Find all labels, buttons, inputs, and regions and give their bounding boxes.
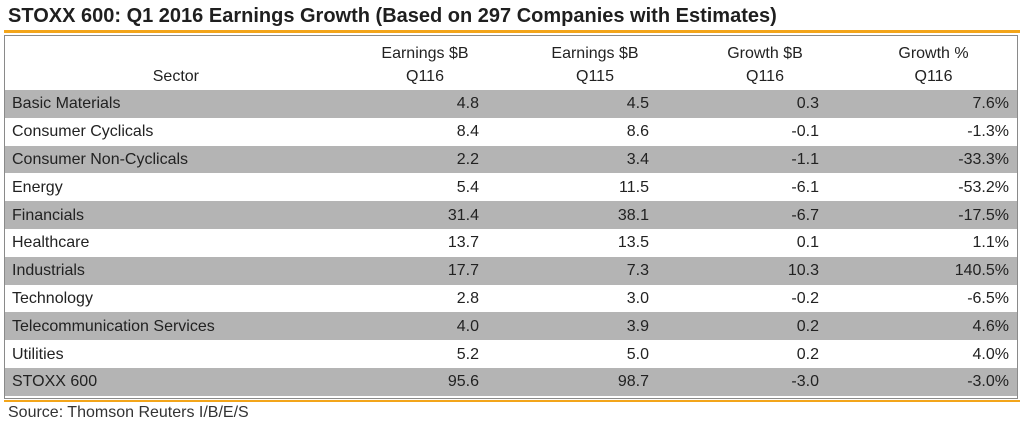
growth-percent-cell: 4.6% (850, 312, 1017, 341)
table-row: Technology 2.8 3.0 -0.2 -6.5% (5, 285, 1017, 313)
total-sector-cell: STOXX 600 (5, 367, 340, 396)
growth-percent-cell: -53.2% (958, 178, 1009, 196)
column-header-line2: Q116 (914, 68, 953, 85)
total-row: STOXX 600 95.6 98.7 -3.0 -3.0% (5, 367, 1017, 396)
column-header-line2: Q115 (576, 68, 614, 85)
earnings-q116-cell: 8.4 (456, 123, 479, 141)
sector-cell: Financials (5, 201, 340, 229)
column-header-line1: Growth % (898, 45, 969, 62)
earnings-q115-cell: 38.1 (510, 201, 680, 229)
growth-dollars-cell: 0.3 (680, 90, 850, 118)
total-earnings-q116-cell: 95.6 (340, 367, 510, 396)
table-row: Consumer Cyclicals 8.4 8.6 -0.1 -1.3% (5, 118, 1017, 146)
column-header-line1: Earnings $B (381, 45, 469, 62)
table-row: Healthcare 13.7 13.5 0.1 1.1% (5, 229, 1017, 257)
growth-dollars-cell: 10.3 (680, 256, 850, 285)
earnings-q115-cell: 5.0 (626, 345, 649, 363)
table-row: Energy 5.4 11.5 -6.1 -53.2% (5, 173, 1017, 201)
table-row: Financials 31.4 38.1 -6.7 -17.5% (5, 201, 1017, 229)
column-header-growth-percent: Growth % Q116 (850, 36, 1017, 90)
sector-cell: Basic Materials (5, 90, 340, 118)
column-header-earnings-q116: Earnings $B Q116 (340, 36, 510, 90)
growth-percent-cell: 4.0% (972, 345, 1009, 363)
source-note: Source: Thomson Reuters I/B/E/S (8, 404, 249, 421)
earnings-q116-cell: 4.0 (340, 312, 510, 341)
earnings-q115-cell: 7.3 (510, 256, 680, 285)
column-header-line2: Q116 (746, 68, 784, 85)
sector-cell: Energy (12, 178, 63, 196)
growth-dollars-cell: 0.2 (680, 312, 850, 341)
earnings-q116-cell: 2.8 (456, 289, 479, 307)
table-header-row: Sector Earnings $B Q116 Earnings $B Q115… (5, 36, 1017, 90)
earnings-q116-cell: 17.7 (340, 256, 510, 285)
earnings-q116-cell: 2.2 (340, 145, 510, 174)
table-body: Basic Materials 4.8 4.5 0.3 7.6% Consumer Cyc… (5, 90, 1017, 396)
sector-cell: Healthcare (12, 234, 90, 252)
growth-dollars-cell: -1.1 (680, 145, 850, 174)
column-header-earnings-q115: Earnings $B Q115 (510, 36, 680, 90)
source-rule (4, 400, 1020, 402)
earnings-q116-cell: 5.4 (456, 178, 479, 196)
total-earnings-q115-cell: 98.7 (510, 367, 680, 396)
column-header-line2: Q116 (406, 68, 444, 85)
earnings-q115-cell: 13.5 (617, 234, 649, 252)
total-growth-percent-cell: -3.0% (850, 367, 1017, 396)
earnings-q115-cell: 3.4 (510, 145, 680, 174)
earnings-q116-cell: 4.8 (340, 90, 510, 118)
earnings-q115-cell: 4.5 (510, 90, 680, 118)
growth-dollars-cell: -0.1 (791, 123, 819, 141)
earnings-q115-cell: 3.0 (626, 289, 649, 307)
column-header-line2: Sector (152, 68, 199, 85)
earnings-q116-cell: 13.7 (447, 234, 479, 252)
growth-percent-cell: -33.3% (850, 145, 1017, 174)
earnings-q116-cell: 31.4 (340, 201, 510, 229)
earnings-q115-cell: 11.5 (619, 178, 649, 196)
growth-percent-cell: 7.6% (850, 90, 1017, 118)
title-underline (4, 30, 1020, 33)
column-header-growth-dollars: Growth $B Q116 (680, 36, 850, 90)
table-row: Basic Materials 4.8 4.5 0.3 7.6% (5, 90, 1017, 118)
earnings-table-frame: Sector Earnings $B Q116 Earnings $B Q115… (4, 35, 1018, 399)
growth-dollars-cell: -6.1 (791, 178, 819, 196)
table-row: Utilities 5.2 5.0 0.2 4.0% (5, 340, 1017, 368)
growth-percent-cell: 140.5% (850, 256, 1017, 285)
column-header-line1: Earnings $B (551, 45, 639, 62)
table-row: Industrials 17.7 7.3 10.3 140.5% (5, 256, 1017, 285)
earnings-table: Sector Earnings $B Q116 Earnings $B Q115… (5, 36, 1017, 396)
growth-percent-cell: -17.5% (850, 201, 1017, 229)
growth-percent-cell: -6.5% (967, 289, 1009, 307)
sector-cell: Telecommunication Services (5, 312, 340, 341)
total-growth-dollars-cell: -3.0 (680, 367, 850, 396)
column-header-line1: Growth $B (727, 45, 803, 62)
growth-dollars-cell: -6.7 (680, 201, 850, 229)
sector-cell: Consumer Cyclicals (12, 123, 154, 141)
earnings-q115-cell: 3.9 (510, 312, 680, 341)
page-title: STOXX 600: Q1 2016 Earnings Growth (Base… (8, 5, 777, 27)
growth-dollars-cell: -0.2 (791, 289, 819, 307)
growth-percent-cell: 1.1% (972, 234, 1009, 252)
table-row: Telecommunication Services 4.0 3.9 0.2 4.6% (5, 312, 1017, 341)
earnings-q115-cell: 8.6 (626, 123, 649, 141)
sector-cell: Consumer Non-Cyclicals (5, 145, 340, 174)
table-row: Consumer Non-Cyclicals 2.2 3.4 -1.1 -33.3% (5, 145, 1017, 174)
growth-dollars-cell: 0.2 (796, 345, 819, 363)
column-header-sector: Sector (5, 36, 340, 90)
sector-cell: Utilities (12, 345, 64, 363)
sector-cell: Industrials (5, 256, 340, 285)
sector-cell: Technology (12, 289, 93, 307)
growth-dollars-cell: 0.1 (796, 234, 819, 252)
earnings-q116-cell: 5.2 (456, 345, 479, 363)
growth-percent-cell: -1.3% (967, 123, 1009, 141)
